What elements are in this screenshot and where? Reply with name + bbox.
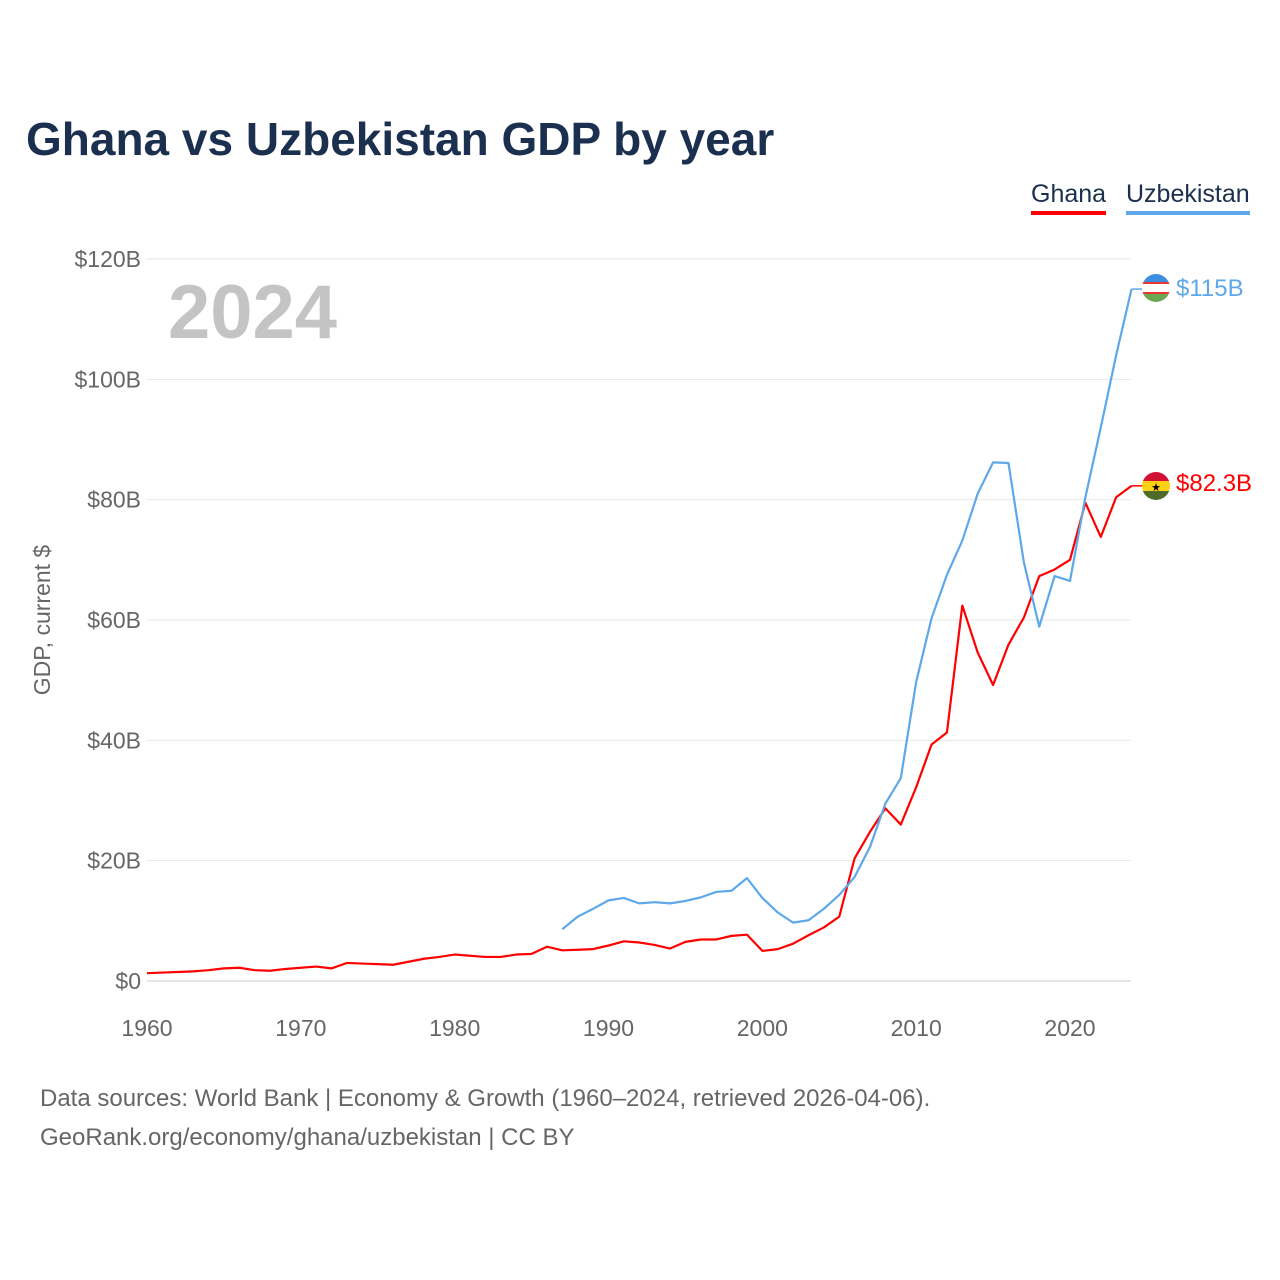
legend-uzbekistan[interactable]: Uzbekistan	[1126, 180, 1250, 215]
legend-ghana[interactable]: Ghana	[1031, 180, 1107, 215]
uzbekistan-end-label: $115B	[1176, 275, 1244, 302]
chart-title: Ghana vs Uzbekistan GDP by year	[26, 113, 775, 165]
y-tick-label: $100B	[74, 366, 141, 392]
y-tick-label: $80B	[87, 487, 141, 513]
x-tick-label: 2000	[737, 1015, 788, 1041]
x-tick-label: 2010	[891, 1015, 942, 1041]
svg-text:★: ★	[1151, 482, 1161, 494]
ghana-end-label: $82.3B	[1176, 470, 1252, 497]
y-axis-label: GDP, current $	[29, 545, 55, 696]
y-tick-label: $120B	[74, 246, 141, 272]
uzbekistan-flag-icon	[1142, 274, 1170, 302]
footer-sources: Data sources: World Bank | Economy & Gro…	[40, 1085, 931, 1112]
x-tick-label: 1990	[583, 1015, 634, 1041]
x-tick-label: 1970	[275, 1015, 326, 1041]
ghana-flag-icon: ★	[1142, 472, 1170, 500]
ghana-series-line[interactable]	[146, 484, 1133, 975]
y-tick-label: $20B	[87, 848, 141, 874]
y-tick-label: $40B	[87, 727, 141, 753]
uzbekistan-series-line[interactable]	[561, 288, 1133, 931]
x-tick-label: 1980	[429, 1015, 480, 1041]
year-watermark: 2024	[168, 270, 337, 355]
y-tick-label: $0	[115, 968, 141, 994]
footer-link[interactable]: GeoRank.org/economy/ghana/uzbekistan | C…	[40, 1124, 575, 1151]
y-tick-label: $60B	[87, 607, 141, 633]
x-tick-label: 2020	[1044, 1015, 1095, 1041]
x-tick-label: 1960	[121, 1015, 172, 1041]
